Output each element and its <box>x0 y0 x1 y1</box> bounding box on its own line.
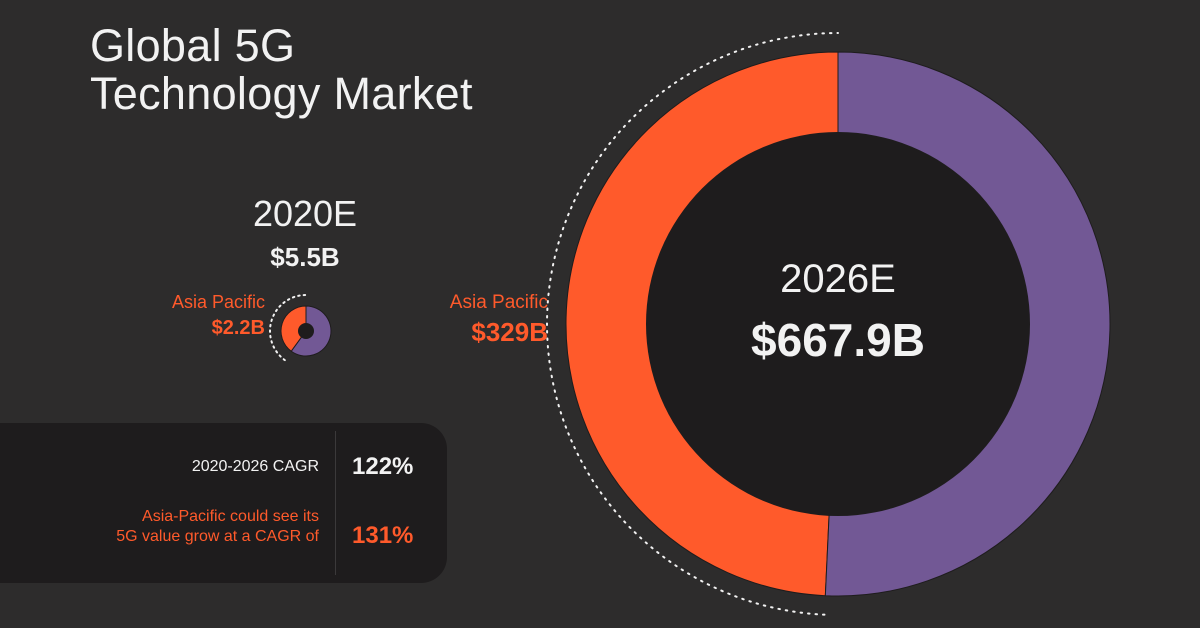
cagr-divider <box>335 431 336 575</box>
donut-2020-slice-asia-pacific <box>280 305 307 352</box>
donut-2026-asia-name: Asia Pacific <box>450 292 548 313</box>
cagr-row2-label-line1: Asia-Pacific could see its <box>142 508 319 525</box>
donut-2020-asia-name: Asia Pacific <box>172 292 265 312</box>
donut-2020-total-label: $5.5B <box>270 242 339 272</box>
donut-2026-asia-bracket <box>546 32 839 616</box>
donut-2026-total-label: $667.9B <box>751 314 925 366</box>
donut-2020-hole <box>298 323 314 339</box>
donut-2020 <box>269 294 332 362</box>
cagr-row1-value: 122% <box>352 453 414 480</box>
cagr-row2-value: 131% <box>352 522 414 549</box>
cagr-panel: 2020-2026 CAGR 122% Asia-Pacific could s… <box>0 423 447 583</box>
cagr-row1-label: 2020-2026 CAGR <box>191 458 319 475</box>
donut-2020-year-label: 2020E <box>253 193 357 234</box>
donut-2026-asia-value: $329B <box>471 317 548 347</box>
donut-2020-asia-bracket <box>269 294 307 362</box>
page-title: Global 5G Technology Market <box>90 22 473 118</box>
cagr-row2-label-line2: 5G value grow at a CAGR of <box>116 528 319 545</box>
donut-2020-asia-value: $2.2B <box>212 317 265 339</box>
title-line-2: Technology Market <box>90 68 473 119</box>
title-line-1: Global 5G <box>90 20 296 71</box>
donut-2026-hole <box>646 132 1030 516</box>
donut-2026 <box>546 32 1111 616</box>
cagr-row2-label: Asia-Pacific could see its 5G value grow… <box>116 507 319 547</box>
donut-2026-year-label: 2026E <box>780 257 896 301</box>
